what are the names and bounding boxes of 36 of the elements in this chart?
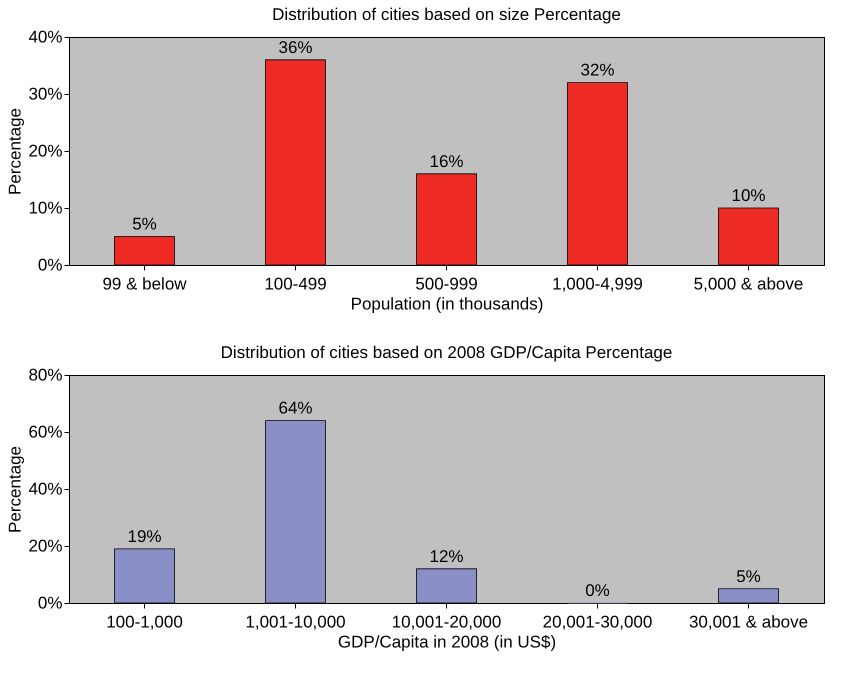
data-label: 64% xyxy=(278,398,313,418)
y-tick-label: 20% xyxy=(28,142,62,160)
data-label: 0% xyxy=(585,581,610,600)
x-tick-label: 1,000-4,999 xyxy=(552,274,643,294)
x-tick-label: 100-499 xyxy=(264,274,327,294)
y-tick-label: 30% xyxy=(28,84,62,104)
x-tick-label: 10,001-20,000 xyxy=(392,612,502,632)
chart-title: Distribution of cities based on 2008 GDP/Capita Percentage xyxy=(220,343,672,362)
x-tick-label: 20,001-30,000 xyxy=(542,612,652,632)
data-label: 10% xyxy=(731,186,766,205)
y-tick-label: 40% xyxy=(28,480,62,498)
y-tick-label: 20% xyxy=(28,536,62,556)
y-axis-title: Percentage xyxy=(5,108,24,195)
data-label: 16% xyxy=(429,152,464,171)
x-axis-title: Population (in thousands) xyxy=(350,294,544,314)
data-label: 5% xyxy=(132,214,157,234)
data-label: 12% xyxy=(429,546,464,566)
x-tick-label: 99 & below xyxy=(102,274,188,294)
x-tick-label: 100-1,000 xyxy=(106,612,183,632)
y-tick-label: 60% xyxy=(28,422,62,442)
data-label: 19% xyxy=(127,526,162,546)
x-tick-label: 30,001 & above xyxy=(688,612,808,632)
y-tick-label: 0% xyxy=(38,256,62,274)
x-tick-label: 1,001-10,000 xyxy=(245,612,346,632)
y-tick-label: 0% xyxy=(38,594,62,612)
data-label: 36% xyxy=(278,38,313,57)
x-axis-title: GDP/Capita in 2008 (in US$) xyxy=(338,632,556,652)
y-axis-title: Percentage xyxy=(5,446,24,533)
chart-title: Distribution of cities based on size Percentage xyxy=(272,5,621,24)
y-tick-label: 40% xyxy=(28,28,62,46)
y-tick-label: 10% xyxy=(28,198,62,218)
data-label: 32% xyxy=(580,60,615,80)
x-tick-label: 5,000 & above xyxy=(694,274,804,294)
data-label: 5% xyxy=(736,566,761,586)
y-tick-label: 80% xyxy=(28,366,62,384)
x-tick-label: 500-999 xyxy=(415,274,478,294)
